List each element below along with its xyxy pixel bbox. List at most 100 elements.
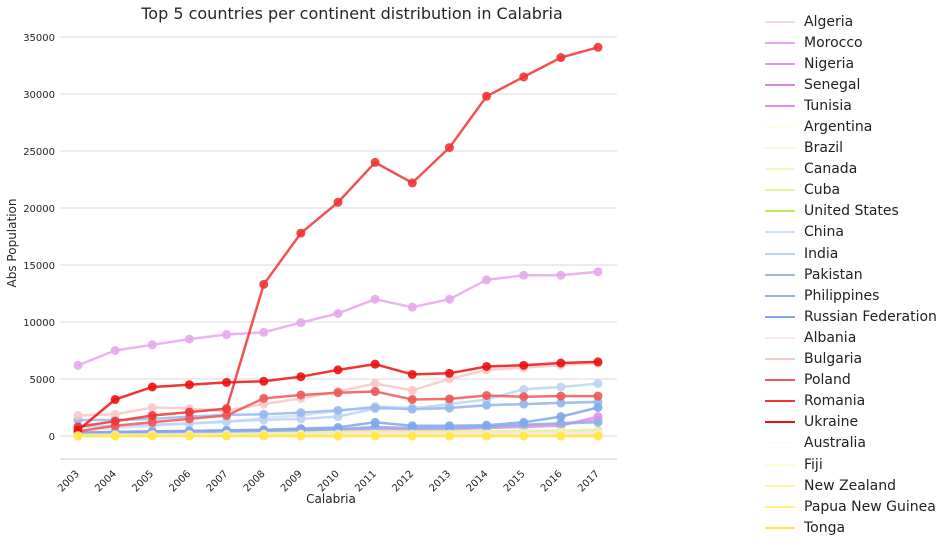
data-point bbox=[259, 431, 269, 441]
data-point bbox=[519, 270, 529, 280]
data-point bbox=[296, 408, 306, 418]
data-point bbox=[370, 431, 380, 441]
y-tick-label: 5000 bbox=[30, 375, 55, 386]
series-line bbox=[77, 270, 599, 367]
y-tick-label: 35000 bbox=[23, 33, 55, 44]
legend-label: New Zealand bbox=[804, 477, 896, 494]
x-tick-label: 2016 bbox=[539, 469, 565, 495]
data-point bbox=[370, 403, 380, 412]
data-point bbox=[593, 417, 603, 427]
legend-swatch bbox=[765, 104, 795, 107]
legend-item: Tonga bbox=[765, 517, 950, 538]
data-point bbox=[370, 417, 380, 427]
data-point bbox=[110, 409, 120, 419]
data-point bbox=[333, 412, 343, 422]
data-point bbox=[73, 360, 83, 370]
y-tick-label: 10000 bbox=[23, 318, 55, 329]
data-point bbox=[296, 390, 306, 400]
data-point bbox=[259, 327, 269, 337]
data-point bbox=[73, 431, 83, 441]
legend-label: Poland bbox=[804, 372, 851, 389]
data-point bbox=[370, 294, 380, 304]
data-point bbox=[519, 399, 529, 409]
y-tick-label: 20000 bbox=[23, 204, 55, 215]
legend-item: Algeria bbox=[765, 11, 950, 32]
data-point bbox=[593, 391, 603, 401]
x-tick-label: 2005 bbox=[130, 469, 156, 495]
data-point bbox=[73, 410, 83, 420]
legend-item: Brazil bbox=[765, 138, 950, 159]
legend-swatch bbox=[765, 168, 795, 171]
y-tick-label: 25000 bbox=[23, 147, 55, 158]
data-point bbox=[444, 368, 454, 378]
x-tick-label: 2007 bbox=[205, 469, 231, 495]
data-point bbox=[110, 395, 120, 405]
data-point bbox=[482, 400, 492, 410]
data-point bbox=[482, 361, 492, 371]
legend-label: China bbox=[804, 224, 844, 241]
legend-label: Nigeria bbox=[804, 55, 855, 72]
data-point bbox=[333, 365, 343, 375]
data-point bbox=[407, 385, 417, 395]
legend-item: India bbox=[765, 243, 950, 264]
x-tick-label: 2017 bbox=[576, 469, 602, 495]
data-point bbox=[296, 228, 306, 238]
legend-item: Australia bbox=[765, 433, 950, 454]
legend-swatch bbox=[765, 210, 795, 213]
legend-label: Philippines bbox=[804, 287, 880, 304]
data-point bbox=[556, 412, 566, 422]
data-point bbox=[519, 431, 529, 441]
data-point bbox=[444, 431, 454, 441]
data-point bbox=[259, 376, 269, 386]
x-tick-label: 2008 bbox=[242, 469, 268, 495]
legend-item: China bbox=[765, 222, 950, 243]
data-point bbox=[147, 382, 157, 392]
data-point bbox=[482, 420, 492, 430]
legend-item: Morocco bbox=[765, 32, 950, 53]
legend-swatch bbox=[765, 20, 795, 23]
series-ukraine bbox=[73, 357, 603, 435]
legend-swatch bbox=[765, 336, 795, 339]
series-group bbox=[73, 42, 603, 441]
data-point bbox=[519, 72, 529, 82]
data-point bbox=[333, 308, 343, 318]
data-point bbox=[482, 275, 492, 285]
legend-label: India bbox=[804, 245, 839, 262]
legend: Algeria Morocco Nigeria Senegal Tunisia Argen… bbox=[765, 11, 950, 538]
legend-swatch bbox=[765, 315, 795, 318]
legend-swatch bbox=[765, 231, 795, 234]
legend-swatch bbox=[765, 83, 795, 86]
legend-item: Canada bbox=[765, 159, 950, 180]
data-point bbox=[222, 404, 232, 414]
data-point bbox=[556, 391, 566, 401]
data-point bbox=[184, 414, 194, 424]
legend-swatch bbox=[765, 62, 795, 65]
data-point bbox=[407, 178, 417, 188]
data-point bbox=[407, 395, 417, 405]
data-point bbox=[147, 410, 157, 420]
data-point bbox=[333, 197, 343, 207]
y-tick-labels: 0 5000 10000 15000 20000 25000 30000 35000 bbox=[23, 33, 55, 443]
data-point bbox=[184, 407, 194, 417]
legend-label: Cuba bbox=[804, 182, 841, 199]
data-point bbox=[407, 302, 417, 312]
data-point bbox=[296, 431, 306, 441]
x-tick-label: 2009 bbox=[279, 469, 305, 495]
data-point bbox=[110, 346, 120, 355]
data-point bbox=[370, 157, 380, 167]
data-point bbox=[370, 387, 380, 397]
y-tick-label: 30000 bbox=[23, 90, 55, 101]
legend-item: Papua New Guinea bbox=[765, 496, 950, 517]
x-tick-label: 2003 bbox=[56, 469, 82, 495]
data-point bbox=[407, 404, 417, 414]
legend-item: Philippines bbox=[765, 285, 950, 306]
data-point bbox=[184, 431, 194, 441]
x-tick-label: 2012 bbox=[390, 469, 416, 495]
data-point bbox=[556, 382, 566, 392]
legend-swatch bbox=[765, 526, 795, 529]
legend-swatch bbox=[765, 294, 795, 297]
legend-item: Russian Federation bbox=[765, 306, 950, 327]
data-point bbox=[482, 91, 492, 101]
data-point bbox=[333, 422, 343, 432]
